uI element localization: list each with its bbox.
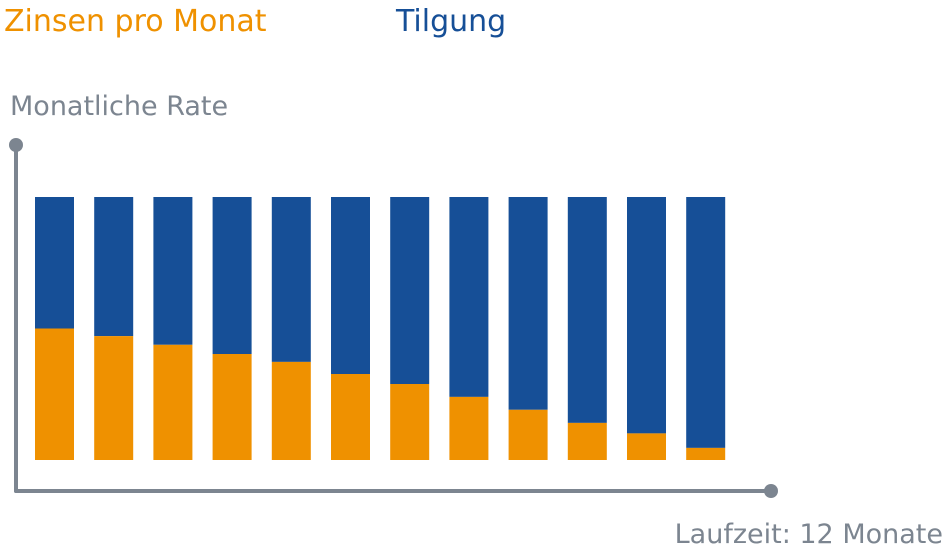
bar-interest-month-3: [153, 344, 193, 460]
bar-interest-month-1: [35, 328, 74, 460]
bar-repayment-month-9: [508, 197, 548, 410]
bar-repayment-month-6: [331, 197, 370, 374]
bar-interest-month-10: [567, 422, 607, 460]
bar-interest-month-2: [94, 336, 134, 460]
bar-interest-month-9: [508, 409, 548, 460]
bar-repayment-month-2: [94, 197, 134, 337]
bars-group: [35, 197, 726, 460]
bar-interest-month-6: [331, 374, 370, 460]
bar-interest-month-12: [686, 447, 726, 460]
bar-repayment-month-12: [686, 197, 726, 448]
bar-repayment-month-3: [153, 197, 193, 345]
bar-repayment-month-8: [449, 197, 489, 397]
bar-interest-month-8: [449, 396, 489, 460]
bar-repayment-month-5: [271, 197, 311, 362]
x-axis-end-dot: [764, 484, 778, 498]
bar-repayment-month-11: [627, 197, 666, 434]
bar-interest-month-11: [627, 433, 666, 460]
axes-group: [9, 138, 778, 498]
bar-repayment-month-4: [212, 197, 252, 354]
bar-repayment-month-7: [390, 197, 430, 384]
bar-interest-month-7: [390, 384, 430, 460]
bar-interest-month-4: [212, 354, 252, 460]
bar-repayment-month-10: [567, 197, 607, 423]
y-axis-end-dot: [9, 138, 23, 152]
bar-repayment-month-1: [35, 197, 74, 329]
legend-interest-label: Zinsen pro Monat: [4, 4, 267, 39]
y-axis-label: Monatliche Rate: [10, 91, 229, 122]
x-axis-label: Laufzeit: 12 Monate: [674, 519, 943, 550]
bar-interest-month-5: [271, 361, 311, 460]
legend-repayment-label: Tilgung: [396, 4, 507, 39]
